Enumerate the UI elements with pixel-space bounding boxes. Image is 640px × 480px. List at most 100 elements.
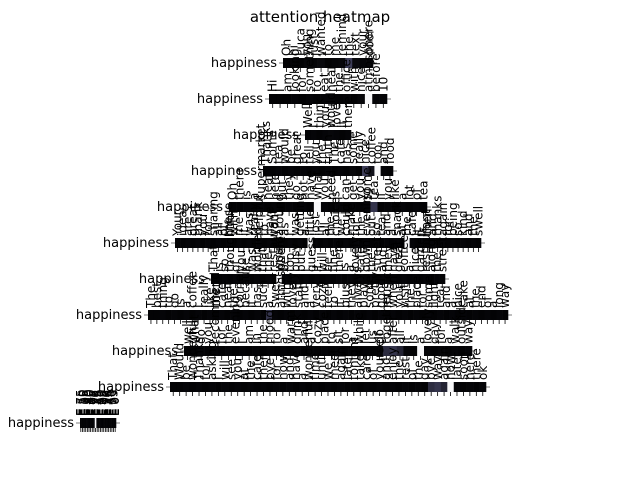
token-label: for xyxy=(269,363,283,380)
token-label: such xyxy=(256,280,270,308)
token-label: was xyxy=(242,213,256,236)
heatmap-cell xyxy=(478,310,485,320)
token-label: and xyxy=(375,249,389,272)
row-label: happiness xyxy=(233,128,299,143)
token-label: 10 xyxy=(376,77,390,92)
heatmap-cell xyxy=(352,274,359,284)
token-label: guess xyxy=(305,237,319,272)
token-label: tonight xyxy=(347,337,361,380)
heatmap-cell xyxy=(236,202,244,212)
token-label: after xyxy=(386,316,400,344)
heatmap-cell xyxy=(345,130,352,140)
heatmap-cell xyxy=(368,238,375,248)
token-label: atmosphere xyxy=(362,20,376,92)
token-label: E 25 xyxy=(95,389,109,416)
token-label: pretty xyxy=(368,272,382,308)
token-label: great xyxy=(186,204,200,236)
heatmap-cell xyxy=(159,310,166,320)
token-label: to xyxy=(296,152,310,164)
heatmap-cell xyxy=(208,382,216,392)
heatmap-cell xyxy=(396,274,402,284)
token-label: some xyxy=(362,275,376,308)
token-label: for xyxy=(338,327,352,344)
token-label: it xyxy=(400,336,414,344)
heatmap-cell xyxy=(374,274,380,284)
token-label: I xyxy=(299,268,313,272)
token-label: let xyxy=(359,328,373,344)
heatmap-cell xyxy=(341,274,348,284)
token-label: of xyxy=(480,296,494,308)
token-label: would xyxy=(278,128,292,164)
token-label: while xyxy=(352,313,366,344)
heatmap-cell xyxy=(401,310,408,320)
heatmap-cell xyxy=(342,310,349,320)
heatmap-cell xyxy=(379,94,388,104)
heatmap-cell xyxy=(447,382,455,392)
token-label: near xyxy=(325,65,339,92)
token-label: nice xyxy=(451,283,465,308)
heatmap-cell xyxy=(389,310,397,320)
heatmap-cell xyxy=(421,382,429,392)
token-label: bye xyxy=(263,358,277,380)
heatmap-cell xyxy=(197,346,205,356)
token-label: at xyxy=(463,296,477,308)
heatmap-cell xyxy=(363,238,370,248)
token-label: choices xyxy=(329,191,343,236)
token-label: a xyxy=(295,373,309,380)
heatmap-cell xyxy=(437,346,445,356)
token-label: swell xyxy=(471,206,485,236)
token-label: the xyxy=(400,216,414,236)
heatmap-cell xyxy=(373,238,380,248)
token-label: have xyxy=(262,207,276,236)
heatmap-cell xyxy=(406,274,413,284)
heatmap-cell xyxy=(455,238,461,248)
heatmap-cell xyxy=(357,382,364,392)
token-label: for xyxy=(441,219,455,236)
token-label: corner xyxy=(233,269,247,308)
token-label: it xyxy=(237,228,251,236)
heatmap-cell xyxy=(333,238,339,248)
token-label: the xyxy=(466,216,480,236)
heatmap-cell xyxy=(466,310,473,320)
heatmap-cell xyxy=(317,58,325,68)
heatmap-cell xyxy=(357,274,364,284)
heatmap-cell xyxy=(96,418,99,428)
heatmap-cell xyxy=(225,346,233,356)
heatmap-cell xyxy=(240,382,248,392)
heatmap-cell xyxy=(229,202,237,212)
heatmap-cell xyxy=(428,274,435,284)
token-label: lovely xyxy=(348,236,362,272)
heatmap-cell xyxy=(357,94,366,104)
token-label: Oh xyxy=(280,39,294,56)
heatmap-cell xyxy=(175,238,181,248)
token-label: I xyxy=(307,124,321,128)
token-label: F 50 xyxy=(100,390,114,416)
token-label: what xyxy=(187,314,201,344)
heatmap-cell xyxy=(338,238,344,248)
token-label: E 40 xyxy=(82,389,96,416)
token-label: it xyxy=(310,264,324,272)
heatmap-cell xyxy=(295,310,302,320)
heatmap-cell xyxy=(376,346,384,356)
token-label: all xyxy=(393,330,407,344)
token-label: and xyxy=(426,213,440,236)
heatmap-cell xyxy=(299,202,308,212)
heatmap-cell xyxy=(345,58,353,68)
heatmap-cell xyxy=(205,238,211,248)
token-label: street xyxy=(435,237,449,272)
heatmap-cell xyxy=(176,382,184,392)
heatmap-cell xyxy=(93,418,96,428)
token-label: your xyxy=(356,29,370,56)
token-label: along xyxy=(424,239,438,272)
token-label: a xyxy=(276,337,290,344)
heatmap-cell xyxy=(261,238,268,248)
heatmap-cell xyxy=(238,274,244,284)
token-label: walk xyxy=(448,316,462,344)
heatmap-cell xyxy=(277,310,285,320)
heatmap-cell xyxy=(479,382,487,392)
token-label: asking xyxy=(205,341,219,380)
heatmap-cell xyxy=(385,274,391,284)
heatmap-cell xyxy=(475,238,482,248)
token-label: make xyxy=(344,203,358,236)
